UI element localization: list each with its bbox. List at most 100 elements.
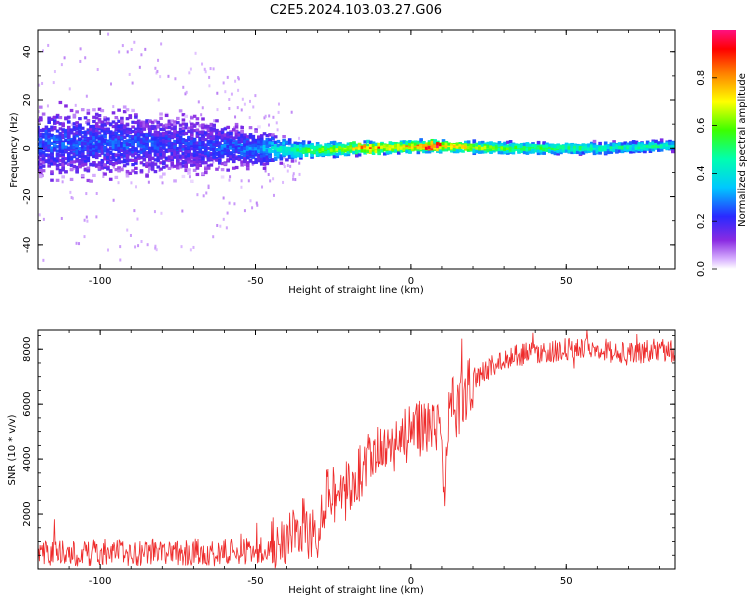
spectrogram-cell xyxy=(164,164,169,168)
spectrogram-cell xyxy=(136,137,141,141)
spectrogram-cell xyxy=(254,139,258,143)
spectrogram-cell xyxy=(83,235,86,239)
spectrogram-cell xyxy=(83,155,88,159)
spectrogram-cell xyxy=(603,147,608,151)
spectrogram-cell xyxy=(651,141,656,146)
spectrogram-cell xyxy=(125,162,130,166)
spectrogram-cell xyxy=(122,158,127,162)
spectrogram-cell xyxy=(106,146,109,150)
spectrogram-cell xyxy=(181,147,186,151)
spectrogram-cell xyxy=(153,146,158,150)
spectrogram-cell xyxy=(61,180,64,184)
spectrogram-cell xyxy=(483,150,488,154)
spectrogram-cell xyxy=(304,147,309,151)
spectrogram-cell xyxy=(111,124,116,129)
spectrogram-cell xyxy=(89,140,93,144)
spectrogram-cell xyxy=(126,50,129,54)
spectrogram-cell xyxy=(231,159,236,164)
spectrogram-cell xyxy=(190,155,194,159)
spectrogram-cell xyxy=(648,149,653,153)
spectrogram-cell xyxy=(503,147,507,151)
spectrogram-cell xyxy=(212,235,215,239)
spectrogram-cell xyxy=(38,152,43,156)
spectrogram-cell xyxy=(388,144,393,149)
spectrogram-cell xyxy=(296,153,300,157)
colorbar-tick-label: 0.8 xyxy=(696,70,707,86)
spectrogram-cell xyxy=(643,145,647,149)
spectrogram-cell xyxy=(145,146,149,151)
spectrogram-cell xyxy=(192,159,197,163)
spectrogram-cell xyxy=(67,117,70,121)
spectrogram-cell xyxy=(245,146,250,150)
spectrogram-cell xyxy=(78,130,82,134)
spectrogram-cell xyxy=(194,51,197,55)
spectrogram-cell xyxy=(355,152,359,156)
spectrogram-cell xyxy=(50,170,54,174)
spectrogram-cell xyxy=(294,178,297,182)
spectrogram-cell xyxy=(458,144,463,148)
spectrogram-cell xyxy=(195,144,200,148)
spectrogram-cell xyxy=(229,157,233,161)
spectrogram-cell xyxy=(196,193,199,197)
spectrogram-cell xyxy=(86,169,91,173)
spectrogram-cell xyxy=(176,162,180,166)
spectrogram-cell xyxy=(89,179,93,183)
spectrogram-cell xyxy=(159,154,163,158)
spectrogram-cell xyxy=(528,143,532,147)
spectrogram-cell xyxy=(38,138,43,142)
spectrogram-cell xyxy=(203,170,208,175)
spectrogram-cell xyxy=(55,167,60,171)
spectrogram-cell xyxy=(117,135,121,139)
spectrogram-cell xyxy=(634,140,639,144)
spectrogram-cell xyxy=(640,148,644,152)
spectrogram-cell xyxy=(206,146,211,150)
spectrogram-cell xyxy=(97,165,102,170)
spectrogram-cell xyxy=(385,146,390,150)
spectrogram-cell xyxy=(38,83,41,87)
spectrogram-cell xyxy=(38,162,43,166)
spectrogram-cell xyxy=(114,175,119,180)
spectrogram-cell xyxy=(380,145,384,149)
spectrogram-cell xyxy=(192,114,197,118)
spectrogram-cell xyxy=(609,149,614,153)
spectrogram-cell xyxy=(567,149,572,153)
spectrogram-cell xyxy=(237,131,242,135)
spectrogram-cell xyxy=(237,88,240,92)
spectrogram-cell xyxy=(163,148,166,152)
spectrogram-cell xyxy=(612,142,616,146)
spectrogram-cell xyxy=(436,142,440,146)
spectrogram-cell xyxy=(327,146,331,151)
spectrogram-cell xyxy=(120,152,124,157)
spectrogram-cell xyxy=(564,149,569,153)
spectrogram-cell xyxy=(100,129,105,133)
spectrogram-cell xyxy=(206,151,211,155)
spectrogram-cell xyxy=(570,150,574,155)
spectrogram-cell xyxy=(226,75,229,79)
spectrogram-cell xyxy=(167,119,172,123)
spectrogram-cell xyxy=(520,149,524,153)
spectrogram-cell xyxy=(228,201,231,205)
spectrogram-cell xyxy=(167,166,172,170)
spectrogram-cell xyxy=(271,142,275,146)
spectrogram-cell xyxy=(259,157,264,161)
spectrogram-cell xyxy=(245,140,250,145)
spectrogram-cell xyxy=(181,122,186,126)
spectrogram-cell xyxy=(86,119,91,123)
spectrogram-cell xyxy=(318,147,323,152)
spectrogram-cell xyxy=(301,140,306,144)
spectrogram-cell xyxy=(178,123,183,127)
spectrogram-cell xyxy=(162,140,166,144)
spectrogram-cell xyxy=(287,146,292,151)
spectrogram-cell xyxy=(156,150,161,154)
spectrogram-cell xyxy=(157,98,160,102)
spectrogram-cell xyxy=(231,149,236,153)
spectrogram-cell xyxy=(589,144,594,149)
spectrogram-cell xyxy=(542,151,546,155)
spectrogram-cell xyxy=(229,155,233,159)
spectrogram-cell xyxy=(112,165,115,169)
spectrogram-cell xyxy=(410,143,415,147)
colorbar-tick-label: 0.4 xyxy=(696,165,707,181)
spectrogram-cell xyxy=(41,169,46,173)
snr-y-tick-label: 8000 xyxy=(22,337,33,362)
spectrogram-cell xyxy=(424,142,429,146)
